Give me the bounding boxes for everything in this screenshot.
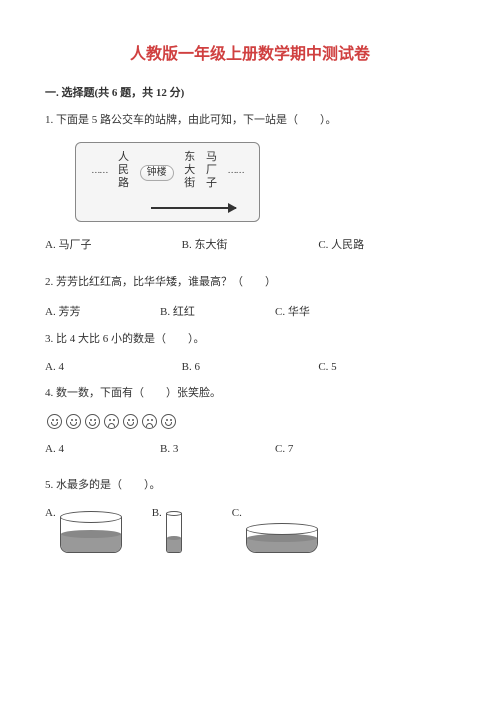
q2-options: A. 芳芳 B. 红红 C. 华华 [45,303,455,319]
q4-opt-a: A. 4 [45,443,160,455]
arrow-icon [151,207,236,209]
bell-box: 钟楼 [140,165,174,181]
cup-a-icon [60,511,122,553]
q3-opt-a: A. 4 [45,361,182,373]
q5-options: A. B. C. [45,507,455,553]
stop-4-c2: 厂 [206,164,217,177]
stop-1-c1: 人 [118,151,129,164]
q1-opt-c: C. 人民路 [318,236,455,252]
bus-sign: …… 人 民 路 钟楼 东 大 街 马 厂 子 …… [75,142,260,222]
cup-c-icon [246,523,318,553]
faces-row [47,414,455,429]
stop-2: 钟楼 [140,159,174,181]
q1-opt-b: B. 东大街 [182,236,319,252]
dots-right: …… [228,165,244,175]
face-icon [161,414,176,429]
face-sad-icon [104,414,119,429]
stop-3: 东 大 街 [184,151,195,191]
stop-3-c2: 大 [184,164,195,177]
q5-opt-b: B. [152,507,182,553]
q2-opt-c: C. 华华 [275,303,390,319]
stop-4-c1: 马 [206,151,217,164]
q2-text: 2. 芳芳比红红高，比华华矮，谁最高？（ ） [45,274,455,292]
stop-1-c3: 路 [118,177,129,190]
q5-text: 5. 水最多的是（ ）。 [45,477,455,495]
stop-4-c3: 子 [206,177,217,190]
face-icon [123,414,138,429]
dots-left: …… [91,165,107,175]
bus-stops-row: …… 人 民 路 钟楼 东 大 街 马 厂 子 …… [76,143,259,191]
q5-opt-a-label: A. [45,507,56,519]
face-sad-icon [142,414,157,429]
face-icon [85,414,100,429]
q5-opt-a: A. [45,507,122,553]
q5-opt-c-label: C. [232,507,242,519]
q3-options: A. 4 B. 6 C. 5 [45,361,455,373]
q5-opt-b-label: B. [152,507,162,519]
stop-1: 人 民 路 [118,151,129,191]
section-header: 一. 选择题(共 6 题，共 12 分) [45,84,455,100]
q3-opt-b: B. 6 [182,361,319,373]
q2-opt-a: A. 芳芳 [45,303,160,319]
face-icon [47,414,62,429]
q3-opt-c: C. 5 [318,361,455,373]
q3-text: 3. 比 4 大比 6 小的数是（ ）。 [45,331,455,349]
page-title: 人教版一年级上册数学期中测试卷 [45,40,455,64]
stop-2-label: 钟楼 [147,167,167,179]
q4-options: A. 4 B. 3 C. 7 [45,443,455,455]
face-icon [66,414,81,429]
q1-options: A. 马厂子 B. 东大街 C. 人民路 [45,236,455,252]
stop-3-c3: 街 [184,177,195,190]
q1-opt-a: A. 马厂子 [45,236,182,252]
q1-text: 1. 下面是 5 路公交车的站牌，由此可知，下一站是（ ）。 [45,112,455,130]
cup-b-icon [166,511,182,553]
stop-3-c1: 东 [184,151,195,164]
q4-opt-c: C. 7 [275,443,390,455]
q4-opt-b: B. 3 [160,443,275,455]
stop-4: 马 厂 子 [206,151,217,191]
q5-opt-c: C. [232,507,318,553]
q4-text: 4. 数一数，下面有（ ）张笑脸。 [45,385,455,403]
q2-opt-b: B. 红红 [160,303,275,319]
stop-1-c2: 民 [118,164,129,177]
